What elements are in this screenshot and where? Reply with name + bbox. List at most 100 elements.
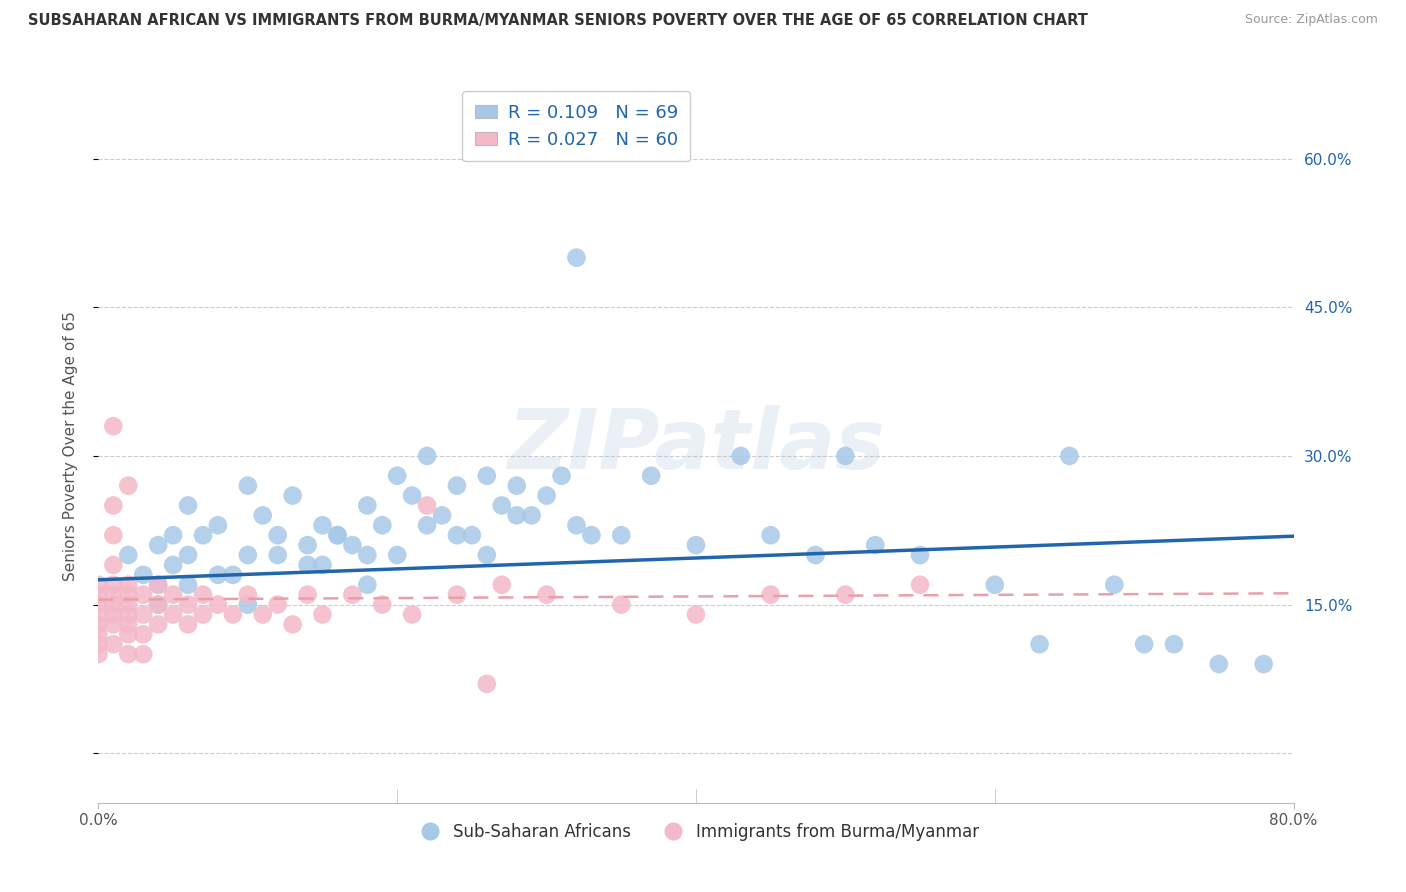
Point [103,499,125,513]
Point [461,528,484,542]
Point [581,528,603,542]
Point [565,518,588,533]
Point [87,598,110,612]
Point [87,607,110,622]
Point [132,567,155,582]
Point [236,598,259,612]
Point [446,588,468,602]
Point [356,578,378,592]
Point [177,548,200,562]
Point [191,607,214,622]
Point [148,617,170,632]
Point [177,598,200,612]
Point [984,578,1007,592]
Point [385,468,409,483]
Text: Source: ZipAtlas.com: Source: ZipAtlas.com [1244,13,1378,27]
Point [103,598,125,612]
Text: ZIPatlas: ZIPatlas [508,406,884,486]
Point [117,617,139,632]
Point [103,419,125,434]
Point [132,588,155,602]
Point [356,499,378,513]
Point [834,449,856,463]
Point [87,578,110,592]
Point [222,567,245,582]
Point [491,578,513,592]
Point [506,508,529,523]
Point [267,528,290,542]
Point [148,598,170,612]
Point [416,499,439,513]
Point [103,528,125,542]
Point [311,558,333,572]
Point [162,558,184,572]
Point [117,578,139,592]
Y-axis label: Seniors Poverty Over the Age of 65: Seniors Poverty Over the Age of 65 [63,311,77,581]
Point [117,588,139,602]
Point [148,578,170,592]
Point [297,588,319,602]
Point [236,478,259,492]
Point [191,588,214,602]
Point [804,548,827,562]
Point [297,538,319,552]
Point [565,251,588,265]
Point [1253,657,1275,671]
Point [475,677,498,691]
Point [834,588,856,602]
Point [1208,657,1230,671]
Point [371,518,394,533]
Point [342,538,364,552]
Point [401,489,423,503]
Point [491,499,513,513]
Point [550,468,572,483]
Point [207,598,229,612]
Point [520,508,543,523]
Point [1133,637,1156,651]
Point [103,578,125,592]
Point [191,528,214,542]
Point [342,588,364,602]
Point [685,538,707,552]
Point [162,607,184,622]
Point [87,588,110,602]
Point [87,637,110,651]
Point [103,607,125,622]
Point [132,647,155,661]
Point [117,627,139,641]
Point [416,449,439,463]
Point [311,518,333,533]
Point [103,558,125,572]
Point [446,528,468,542]
Point [207,567,229,582]
Point [177,499,200,513]
Point [177,578,200,592]
Point [222,607,245,622]
Point [506,478,529,492]
Point [610,598,633,612]
Point [1104,578,1126,592]
Point [162,528,184,542]
Point [132,607,155,622]
Point [103,617,125,632]
Point [640,468,662,483]
Point [148,598,170,612]
Point [148,578,170,592]
Point [177,617,200,632]
Point [1059,449,1081,463]
Point [87,647,110,661]
Point [117,598,139,612]
Point [87,627,110,641]
Point [475,548,498,562]
Point [416,518,439,533]
Point [610,528,633,542]
Point [207,518,229,533]
Point [148,538,170,552]
Point [236,588,259,602]
Point [446,478,468,492]
Point [297,558,319,572]
Point [730,449,752,463]
Legend: Sub-Saharan Africans, Immigrants from Burma/Myanmar: Sub-Saharan Africans, Immigrants from Bu… [406,817,986,848]
Point [252,508,274,523]
Point [759,528,782,542]
